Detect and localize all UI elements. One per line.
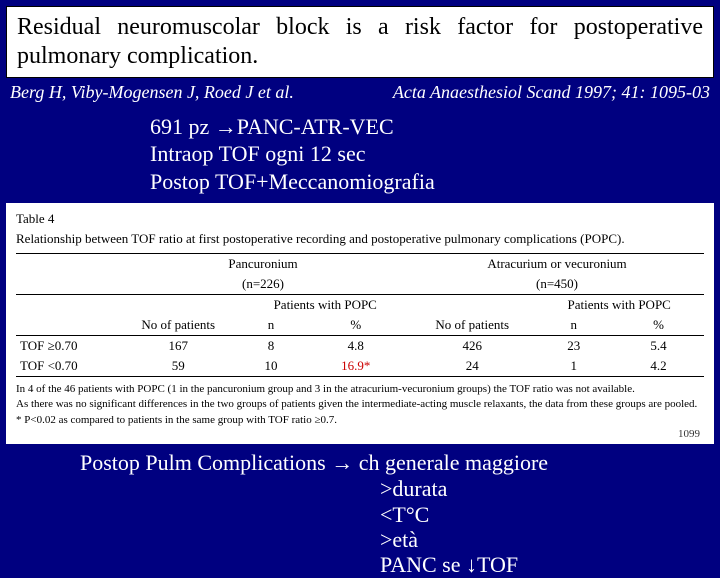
citation-authors: Berg H, Viby-Mogensen J, Roed J et al.: [10, 82, 294, 103]
table-caption: Relationship between TOF ratio at first …: [16, 231, 704, 247]
summary-sub-2: <T°C: [80, 502, 720, 527]
sh-left: Patients with POPC: [240, 295, 410, 316]
row-label: TOF <0.70: [16, 356, 116, 377]
cell-highlight: 16.9*: [302, 356, 410, 377]
cell: 59: [116, 356, 240, 377]
summary-sub-1: >durata: [80, 476, 720, 501]
footnotes: In 4 of the 46 patients with POPC (1 in …: [16, 377, 704, 427]
col-no2: No of patients: [410, 315, 534, 336]
page-number: 1099: [16, 428, 704, 440]
citation-row: Berg H, Viby-Mogensen J, Roed J et al. A…: [0, 80, 720, 109]
footnote-1: In 4 of the 46 patients with POPC (1 in …: [16, 382, 704, 396]
group2-label: Atracurium or vecuronium: [410, 254, 704, 275]
row-label: TOF ≥0.70: [16, 336, 116, 357]
col-n1: n: [240, 315, 301, 336]
cell: 8: [240, 336, 301, 357]
summary-main: Postop Pulm Complications → ch generale …: [80, 450, 720, 476]
group1-n: (n=226): [116, 274, 410, 295]
sh-right: Patients with POPC: [534, 295, 704, 316]
group-n-row: (n=226) (n=450): [16, 274, 704, 295]
cell: 426: [410, 336, 534, 357]
cell: 10: [240, 356, 301, 377]
col-pct1: %: [302, 315, 410, 336]
citation-journal: Acta Anaesthesiol Scand 1997; 41: 1095-0…: [393, 82, 710, 103]
table-panel: Table 4 Relationship between TOF ratio a…: [6, 203, 714, 444]
data-table: Pancuronium Atracurium or vecuronium (n=…: [16, 253, 704, 377]
group-label-row: Pancuronium Atracurium or vecuronium: [16, 254, 704, 275]
summary-sub-4: PANC se ↓TOF: [80, 552, 720, 577]
col-n2: n: [534, 315, 613, 336]
bullet-3: Postop TOF+Meccanomiografia: [150, 168, 720, 196]
sub-header-popc: Patients with POPC Patients with POPC: [16, 295, 704, 316]
cell: 5.4: [613, 336, 704, 357]
title-text: Residual neuromuscolar block is a risk f…: [17, 13, 703, 71]
bullet-1: 691 pz →PANC-ATR-VEC: [150, 113, 720, 141]
footnote-2: As there was no significant differences …: [16, 397, 704, 411]
title-box: Residual neuromuscolar block is a risk f…: [6, 6, 714, 78]
cell: 4.8: [302, 336, 410, 357]
cell: 167: [116, 336, 240, 357]
bullet-2: Intraop TOF ogni 12 sec: [150, 140, 720, 168]
col-no1: No of patients: [116, 315, 240, 336]
col-pct2: %: [613, 315, 704, 336]
cell: 4.2: [613, 356, 704, 377]
cell: 1: [534, 356, 613, 377]
table-label: Table 4: [16, 211, 704, 227]
group2-n: (n=450): [410, 274, 704, 295]
footnote-3: * P<0.02 as compared to patients in the …: [16, 413, 704, 427]
table-row: TOF ≥0.70 167 8 4.8 426 23 5.4: [16, 336, 704, 357]
group1-label: Pancuronium: [116, 254, 410, 275]
study-bullets: 691 pz →PANC-ATR-VEC Intraop TOF ogni 12…: [0, 109, 720, 204]
cell: 24: [410, 356, 534, 377]
column-header-row: No of patients n % No of patients n %: [16, 315, 704, 336]
cell: 23: [534, 336, 613, 357]
table-row: TOF <0.70 59 10 16.9* 24 1 4.2: [16, 356, 704, 377]
summary-block: Postop Pulm Complications → ch generale …: [0, 444, 720, 578]
